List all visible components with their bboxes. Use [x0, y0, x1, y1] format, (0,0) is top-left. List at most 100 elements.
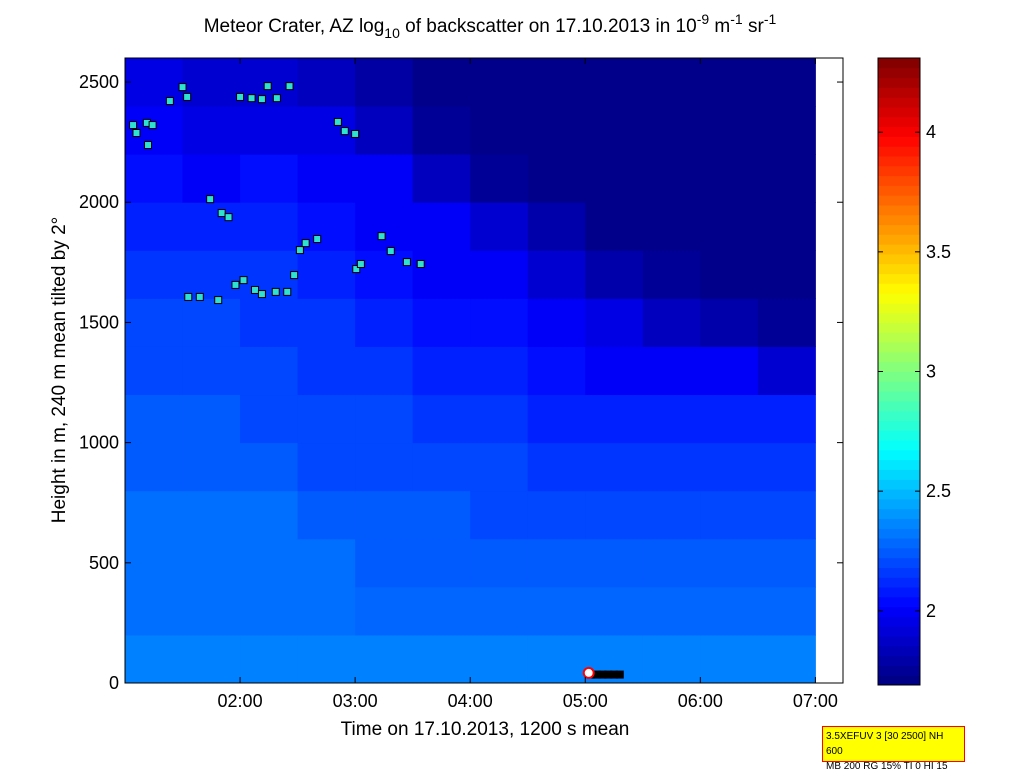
colorbar-segment: [878, 351, 920, 363]
x-axis-label: Time on 17.10.2013, 1200 s mean: [341, 719, 630, 740]
colorbar-segment: [878, 508, 920, 519]
x-tick-label: 05:00: [563, 691, 608, 711]
overlay-point: [333, 117, 342, 126]
overlay-point: [257, 290, 266, 299]
colorbar-segment: [878, 498, 920, 510]
heatmap-cell: [125, 346, 184, 396]
heatmap-cell: [642, 442, 701, 492]
heatmap-cell: [642, 490, 701, 540]
colorbar-segment: [878, 626, 920, 637]
heatmap-cell: [470, 442, 529, 492]
colorbar-segment: [878, 195, 920, 206]
colorbar-tick-label: 3: [926, 362, 936, 382]
heatmap-cell: [182, 250, 241, 299]
heatmap-cell: [355, 586, 414, 636]
heatmap-cell: [700, 490, 759, 540]
colorbar-segment: [878, 655, 920, 666]
title-part: -1: [764, 11, 777, 27]
heatmap-cell: [240, 586, 299, 636]
colorbar-segment: [878, 518, 920, 529]
colorbar-segment: [878, 165, 920, 177]
colorbar-segment: [878, 577, 920, 588]
overlay-point: [148, 121, 157, 130]
colorbar-segment: [878, 77, 920, 88]
heatmap-cell: [125, 250, 184, 299]
heatmap-cell: [182, 394, 241, 444]
heatmap-cell: [125, 634, 184, 683]
colorbar-segment: [878, 430, 920, 441]
overlay-point: [283, 287, 292, 296]
heatmap-cell: [412, 346, 471, 396]
colorbar-segment: [878, 547, 920, 559]
colorbar-segment: [878, 528, 920, 539]
heatmap-cell: [642, 154, 701, 203]
heatmap-cell: [470, 154, 529, 203]
heatmap-cell: [125, 298, 184, 347]
colorbar-segment: [878, 146, 920, 157]
overlay-point: [615, 670, 624, 679]
colorbar-segment: [878, 126, 920, 137]
heatmap-cell: [642, 58, 701, 107]
heatmap-cell: [125, 442, 184, 492]
heatmap-cell: [240, 634, 299, 683]
heatmap-cell: [757, 298, 816, 347]
colorbar-segment: [878, 479, 920, 490]
heatmap-cell: [527, 442, 586, 492]
heatmap-cell: [412, 154, 471, 203]
overlay-point: [271, 287, 280, 296]
heatmap-cell: [527, 202, 586, 251]
colorbar-segment: [878, 606, 920, 617]
colorbar: [878, 58, 920, 686]
colorbar-segment: [878, 185, 920, 196]
heatmap-cell: [297, 442, 356, 492]
heatmap-cell: [412, 298, 471, 347]
heatmap-cell: [297, 58, 356, 107]
heatmap-cell: [470, 490, 529, 540]
overlay-point: [295, 246, 304, 255]
heatmap-cell: [642, 586, 701, 636]
heatmap-cell: [125, 58, 184, 107]
x-tick-label: 04:00: [448, 691, 493, 711]
heatmap-cell: [527, 154, 586, 203]
colorbar-segment: [878, 489, 920, 500]
colorbar-segment: [878, 263, 920, 275]
heatmap-cell: [470, 202, 529, 251]
colorbar-segment: [878, 587, 920, 598]
heatmap-cell: [182, 202, 241, 251]
overlay-point: [129, 121, 138, 130]
heatmap-cell: [585, 586, 644, 636]
heatmap-cell: [757, 634, 816, 683]
colorbar-segment: [878, 322, 920, 333]
colorbar-segment: [878, 116, 920, 128]
heatmap-cell: [240, 394, 299, 444]
overlay-point: [224, 213, 233, 222]
heatmap-cell: [297, 154, 356, 203]
overlay-point: [301, 239, 310, 248]
heatmap-cell: [240, 490, 299, 540]
heatmap-cell: [642, 634, 701, 683]
heatmap-cell: [700, 634, 759, 683]
colorbar-segment: [878, 567, 920, 578]
heatmap-cell: [125, 154, 184, 203]
heatmap-cell: [182, 58, 241, 107]
colorbar-segment: [878, 224, 920, 235]
heatmap-cell: [700, 106, 759, 155]
heatmap-cell: [757, 58, 816, 107]
colorbar-segment: [878, 293, 920, 304]
overlay-point: [313, 235, 322, 244]
heatmap-cell: [412, 250, 471, 299]
heatmap-cell: [182, 106, 241, 155]
overlay-point: [285, 82, 294, 91]
heatmap-cell: [757, 394, 816, 444]
heatmap-cell: [642, 298, 701, 347]
heatmap-cell: [527, 58, 586, 107]
heatmap-cell: [642, 202, 701, 251]
heatmap-cell: [125, 586, 184, 636]
heatmap-cell: [297, 394, 356, 444]
heatmap-cell: [240, 346, 299, 396]
heatmap-cell: [757, 106, 816, 155]
title-part: Meteor Crater, AZ log: [204, 16, 385, 37]
colorbar-segment: [878, 204, 920, 216]
x-tick-label: 03:00: [333, 691, 378, 711]
heatmap-cell: [355, 298, 414, 347]
